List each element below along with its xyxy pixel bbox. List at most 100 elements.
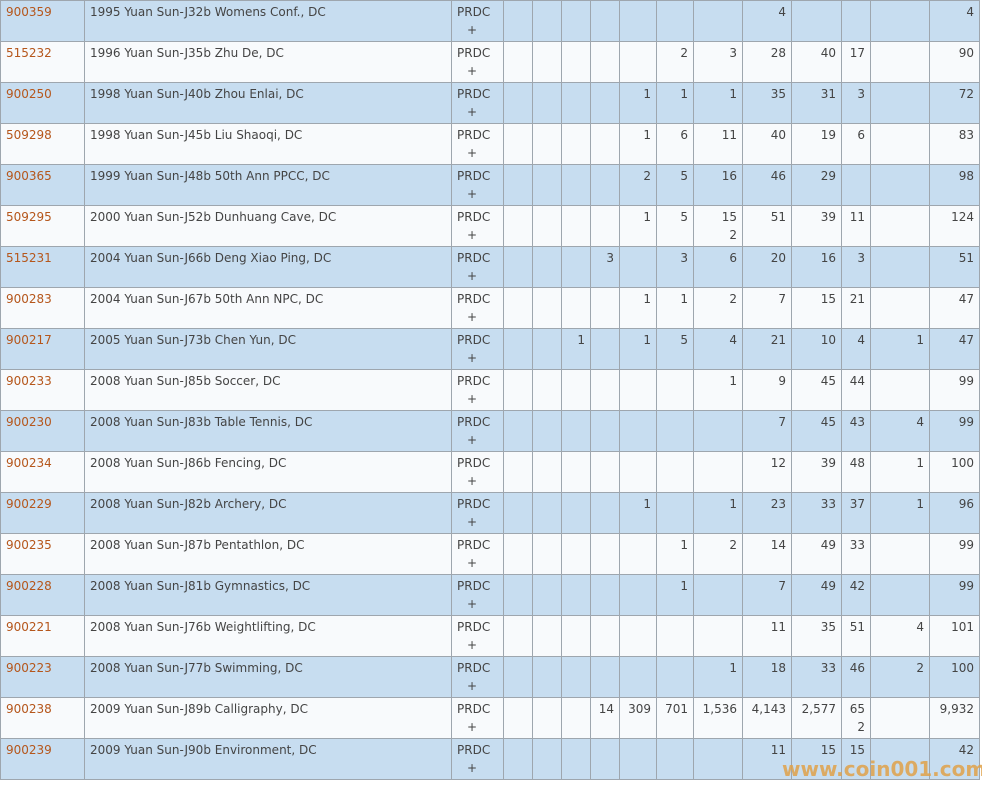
cert-id-link[interactable]: 900229 [6, 497, 52, 511]
cert-id-link[interactable]: 900238 [6, 702, 52, 716]
grade-count-cell [532, 574, 562, 616]
grade-count-cell [619, 615, 657, 657]
grade-count-value: 1 [916, 333, 924, 347]
grade-count-value: 99 [958, 415, 974, 429]
table-row: 900239 2009 Yuan Sun-J90b Environment, DC… [0, 738, 980, 780]
designation-label: PRDC [457, 169, 491, 183]
cert-id-link[interactable]: 900359 [6, 5, 52, 19]
grade-count-cell [619, 656, 657, 698]
grade-count-cell [870, 41, 930, 83]
cert-id-link[interactable]: 900223 [6, 661, 52, 675]
grade-count-cell: 51 [742, 205, 792, 247]
cert-id-link[interactable]: 900234 [6, 456, 52, 470]
grade-count-cell [590, 123, 620, 165]
cert-id-link[interactable]: 900365 [6, 169, 52, 183]
cert-id-link[interactable]: 509298 [6, 128, 52, 142]
plus-grade-marker: + [467, 105, 478, 119]
grade-count-cell [561, 41, 591, 83]
designation-cell: PRDC + [451, 615, 504, 657]
grade-count-cell: 33 [791, 656, 842, 698]
grade-count-value: 40 [820, 46, 836, 60]
grade-count-cell [656, 492, 694, 534]
cert-id-link[interactable]: 900283 [6, 292, 52, 306]
grade-count-value: 1 [680, 292, 688, 306]
grade-count-cell [503, 287, 533, 329]
coin-description: 1998 Yuan Sun-J45b Liu Shaoqi, DC [84, 123, 452, 165]
grade-count-value: 40 [770, 128, 786, 142]
grade-count-cell: 1,536 [693, 697, 743, 739]
grade-count-value: 11 [770, 620, 786, 634]
grade-count-cell: 4 [841, 328, 871, 370]
grade-count-cell: 3 [590, 246, 620, 288]
grade-count-cell: 1 [619, 82, 657, 124]
grade-count-cell: 2,577 [791, 697, 842, 739]
cert-id-link[interactable]: 900239 [6, 743, 52, 757]
grade-count-cell [503, 697, 533, 739]
grade-count-cell: 39 [791, 205, 842, 247]
cert-id-link[interactable]: 900228 [6, 579, 52, 593]
grade-count-cell [561, 410, 591, 452]
grade-count-cell: 39 [791, 451, 842, 493]
total-count-cell: 90 [929, 41, 980, 83]
cert-id-link[interactable]: 515232 [6, 46, 52, 60]
grade-count-cell: 9 [742, 369, 792, 411]
grade-count-value: 99 [958, 374, 974, 388]
grade-count-cell: 4 [742, 0, 792, 42]
cert-id-link[interactable]: 509295 [6, 210, 52, 224]
cert-id-link[interactable]: 900233 [6, 374, 52, 388]
grade-count-cell: 40 [791, 41, 842, 83]
designation-label: PRDC [457, 333, 491, 347]
grade-count-cell: 1 [619, 287, 657, 329]
grade-count-cell: 1 [619, 492, 657, 534]
grade-count-cell [561, 287, 591, 329]
grade-count-value: 20 [770, 251, 786, 265]
plus-grade-marker: + [467, 310, 478, 324]
grade-count-cell [619, 533, 657, 575]
designation-label: PRDC [457, 87, 491, 101]
grade-count-cell [561, 738, 591, 780]
plus-grade-marker: + [467, 720, 478, 734]
cert-id-link[interactable]: 900230 [6, 415, 52, 429]
grade-count-cell: 5 [656, 205, 694, 247]
grade-count-cell [561, 0, 591, 42]
coin-description: 2008 Yuan Sun-J82b Archery, DC [84, 492, 452, 534]
grade-count-value: 21 [849, 292, 865, 306]
cert-id-link[interactable]: 900250 [6, 87, 52, 101]
grade-count-cell [503, 82, 533, 124]
grade-count-cell [503, 123, 533, 165]
grade-count-cell [532, 41, 562, 83]
total-count-cell: 42 [929, 738, 980, 780]
grade-count-cell: 309 [619, 697, 657, 739]
grade-count-cell: 23 [742, 492, 792, 534]
cert-id-link[interactable]: 900221 [6, 620, 52, 634]
grade-count-cell: 28 [742, 41, 792, 83]
grade-count-cell [561, 205, 591, 247]
coin-description: 2008 Yuan Sun-J87b Pentathlon, DC [84, 533, 452, 575]
cert-id-link[interactable]: 515231 [6, 251, 52, 265]
grade-count-value: 46 [849, 661, 865, 675]
grade-count-cell [532, 615, 562, 657]
cert-id-cell: 900234 [0, 451, 85, 493]
designation-label: PRDC [457, 46, 491, 60]
grade-count-value: 2,577 [801, 702, 836, 716]
grade-count-cell [532, 164, 562, 206]
grade-count-value: 1 [729, 497, 737, 511]
grade-count-cell: 1 [870, 492, 930, 534]
grade-count-value: 10 [820, 333, 836, 347]
designation-label: PRDC [457, 251, 491, 265]
grade-count-value: 33 [849, 538, 865, 552]
grade-count-value: 1 [916, 456, 924, 470]
grade-count-cell [561, 697, 591, 739]
cert-id-link[interactable]: 900235 [6, 538, 52, 552]
grade-count-cell [870, 246, 930, 288]
grade-count-cell [870, 369, 930, 411]
grade-count-value: 6 [857, 128, 865, 142]
plus-grade-marker: + [467, 392, 478, 406]
grade-count-cell: 11 [693, 123, 743, 165]
grade-count-value: 124 [951, 210, 974, 224]
grade-count-value: 99 [958, 538, 974, 552]
cert-id-link[interactable]: 900217 [6, 333, 52, 347]
designation-cell: PRDC + [451, 574, 504, 616]
total-count-cell: 72 [929, 82, 980, 124]
coin-description: 1996 Yuan Sun-J35b Zhu De, DC [84, 41, 452, 83]
